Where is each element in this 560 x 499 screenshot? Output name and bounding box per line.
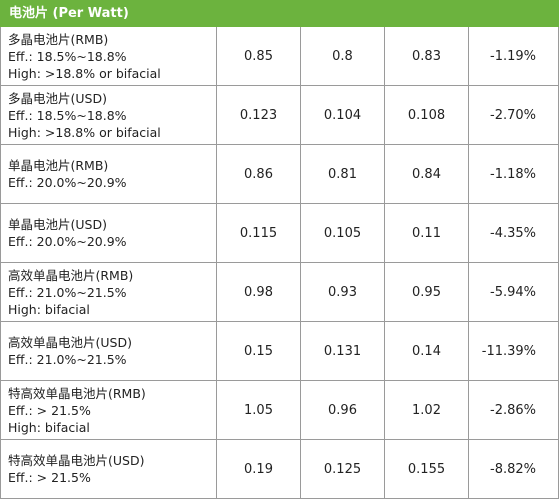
price-cell-2: 0.131	[300, 321, 385, 381]
product-cell: 多晶电池片(RMB) Eff.: 18.5%~18.8% High: >18.8% …	[0, 26, 217, 86]
price-cell-2: 0.96	[300, 380, 385, 440]
price-cell-2: 0.104	[300, 85, 385, 145]
change-cell: -1.18%	[467, 144, 560, 204]
product-cell: 高效单晶电池片(RMB) Eff.: 21.0%~21.5% High: bifac…	[0, 262, 217, 322]
change-cell: -1.19%	[467, 26, 560, 86]
product-spec-line: Eff.: 21.0%~21.5%	[8, 352, 127, 367]
product-cell: 单晶电池片(USD) Eff.: 20.0%~20.9%	[0, 203, 217, 263]
product-name: 高效单晶电池片(RMB)	[8, 267, 134, 283]
price-cell-3: 0.84	[384, 144, 469, 204]
change-cell: -11.39%	[467, 321, 560, 381]
price-cell-1: 0.86	[216, 144, 301, 204]
product-spec-line: Eff.: 20.0%~20.9%	[8, 234, 127, 249]
price-cell-1: 0.19	[216, 439, 301, 499]
price-cell-1: 0.15	[216, 321, 301, 381]
price-cell-1: 0.123	[216, 85, 301, 145]
price-cell-3: 0.83	[384, 26, 469, 86]
table-row: 单晶电池片(USD) Eff.: 20.0%~20.9% 0.115 0.105 0.1…	[0, 203, 560, 263]
price-cell-2: 0.93	[300, 262, 385, 322]
product-spec-line: Eff.: 20.0%~20.9%	[8, 175, 127, 190]
price-cell-2: 0.125	[300, 439, 385, 499]
product-cell: 多晶电池片(USD) Eff.: 18.5%~18.8% High: >18.8% …	[0, 85, 217, 145]
product-spec-line: Eff.: > 21.5%	[8, 470, 91, 485]
change-cell: -4.35%	[467, 203, 560, 263]
product-spec-line: Eff.: 21.0%~21.5%	[8, 284, 127, 300]
price-cell-3: 0.108	[384, 85, 469, 145]
product-name: 多晶电池片(RMB)	[8, 31, 109, 47]
product-name: 高效单晶电池片(USD)	[8, 335, 132, 350]
price-cell-3: 0.155	[384, 439, 469, 499]
change-cell: -2.86%	[467, 380, 560, 440]
table-row: 高效单晶电池片(USD) Eff.: 21.0%~21.5% 0.15 0.131 0.…	[0, 321, 560, 381]
product-name: 单晶电池片(RMB)	[8, 158, 109, 173]
product-name: 多晶电池片(USD)	[8, 90, 107, 106]
product-cell: 特高效单晶电池片(RMB) Eff.: > 21.5% High: bifacial	[0, 380, 217, 440]
table-header-row: 电池片 (Per Watt)	[0, 0, 560, 27]
table-header-cell: 电池片 (Per Watt)	[0, 0, 560, 27]
product-name: 单晶电池片(USD)	[8, 217, 107, 232]
product-spec-line: Eff.: > 21.5%	[8, 402, 91, 418]
product-cell: 高效单晶电池片(USD) Eff.: 21.0%~21.5%	[0, 321, 217, 381]
table-row: 多晶电池片(USD) Eff.: 18.5%~18.8% High: >18.8% …	[0, 85, 560, 145]
product-cell: 特高效单晶电池片(USD) Eff.: > 21.5%	[0, 439, 217, 499]
table-row: 高效单晶电池片(RMB) Eff.: 21.0%~21.5% High: bifac…	[0, 262, 560, 322]
table-row: 多晶电池片(RMB) Eff.: 18.5%~18.8% High: >18.8% …	[0, 26, 560, 86]
price-cell-2: 0.8	[300, 26, 385, 86]
product-spec-line: Eff.: 18.5%~18.8%	[8, 48, 127, 64]
price-cell-3: 1.02	[384, 380, 469, 440]
price-cell-1: 1.05	[216, 380, 301, 440]
product-spec-line: Eff.: 18.5%~18.8%	[8, 107, 127, 123]
price-cell-2: 0.81	[300, 144, 385, 204]
table-title: 电池片 (Per Watt)	[9, 6, 129, 21]
product-name: 特高效单晶电池片(USD)	[8, 453, 145, 468]
change-cell: -8.82%	[467, 439, 560, 499]
product-spec-line: High: >18.8% or bifacial	[8, 65, 161, 81]
price-cell-1: 0.98	[216, 262, 301, 322]
change-cell: -5.94%	[467, 262, 560, 322]
table-row: 单晶电池片(RMB) Eff.: 20.0%~20.9% 0.86 0.81 0.84-…	[0, 144, 560, 204]
price-cell-1: 0.115	[216, 203, 301, 263]
product-spec-line: High: bifacial	[8, 301, 90, 317]
price-cell-1: 0.85	[216, 26, 301, 86]
table-row: 特高效单晶电池片(USD) Eff.: > 21.5% 0.19 0.125 0.155…	[0, 439, 560, 499]
price-cell-3: 0.95	[384, 262, 469, 322]
price-cell-3: 0.11	[384, 203, 469, 263]
product-spec-line: High: >18.8% or bifacial	[8, 124, 161, 140]
change-cell: -2.70%	[467, 85, 560, 145]
product-cell: 单晶电池片(RMB) Eff.: 20.0%~20.9%	[0, 144, 217, 204]
product-name: 特高效单晶电池片(RMB)	[8, 385, 146, 401]
price-cell-2: 0.105	[300, 203, 385, 263]
table-row: 特高效单晶电池片(RMB) Eff.: > 21.5% High: bifacial…	[0, 380, 560, 440]
price-cell-3: 0.14	[384, 321, 469, 381]
product-spec-line: High: bifacial	[8, 419, 90, 435]
